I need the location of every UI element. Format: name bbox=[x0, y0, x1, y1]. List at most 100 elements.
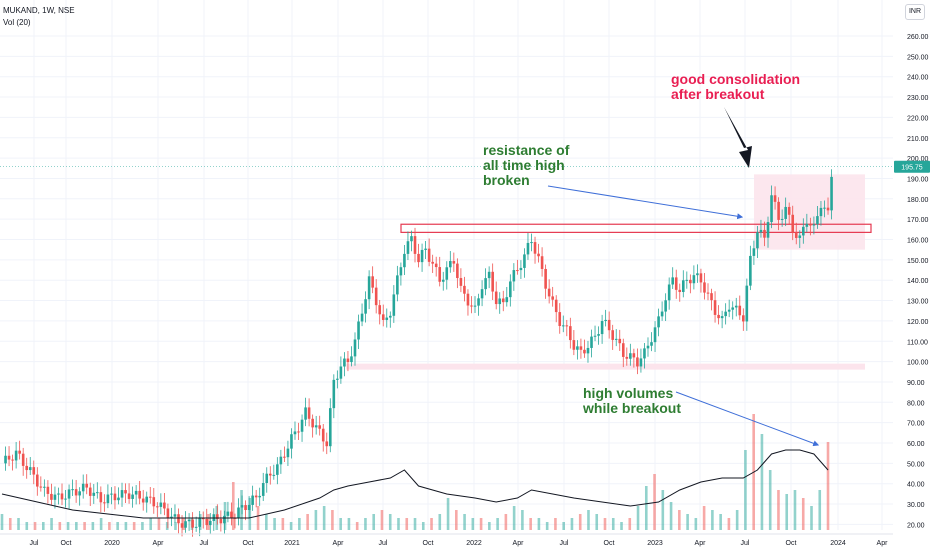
candle-body bbox=[477, 298, 480, 306]
price-tick-label: 90.00 bbox=[907, 380, 925, 387]
volume-bar bbox=[430, 518, 433, 530]
candle-body bbox=[134, 490, 138, 495]
candle-body bbox=[516, 270, 519, 272]
price-tick-label: 70.00 bbox=[907, 421, 925, 428]
candle-body bbox=[720, 316, 724, 319]
volume-bar bbox=[58, 522, 62, 530]
candle-body bbox=[332, 379, 336, 409]
candle-body bbox=[78, 491, 81, 496]
price-tick-label: 130.00 bbox=[907, 299, 929, 306]
candle-body bbox=[32, 467, 36, 475]
candle-body bbox=[64, 498, 67, 500]
candle-body bbox=[286, 448, 290, 458]
candle-body bbox=[685, 279, 689, 281]
candle-body bbox=[251, 495, 254, 505]
candle-body bbox=[50, 493, 53, 500]
candle-body bbox=[346, 358, 350, 363]
candle-body bbox=[667, 284, 671, 301]
candle-body bbox=[360, 313, 364, 322]
candle-body bbox=[417, 253, 420, 263]
time-tick-label: Oct bbox=[786, 540, 797, 547]
volume-bar bbox=[438, 514, 442, 530]
volume-bar bbox=[314, 510, 318, 530]
candle-body bbox=[290, 434, 293, 449]
candle-body bbox=[237, 507, 240, 519]
candle-body bbox=[14, 450, 18, 461]
candle-body bbox=[92, 492, 96, 496]
symbol-title[interactable]: MUKAND, 1W, NSE bbox=[3, 6, 75, 15]
candle-body bbox=[773, 195, 777, 202]
candle-body bbox=[674, 277, 678, 290]
volume-bar bbox=[0, 514, 4, 530]
candle-body bbox=[593, 335, 597, 337]
candle-body bbox=[583, 349, 586, 354]
candle-body bbox=[367, 276, 371, 300]
volume-bar bbox=[496, 518, 499, 530]
volume-bar bbox=[529, 518, 532, 530]
candle-body bbox=[646, 345, 650, 349]
candle-body bbox=[473, 305, 477, 307]
candle-body bbox=[191, 519, 194, 528]
volume-bar bbox=[669, 502, 673, 530]
candle-body bbox=[166, 508, 170, 519]
candle-body bbox=[632, 353, 636, 358]
volume-bar bbox=[281, 518, 285, 530]
candle-body bbox=[304, 407, 307, 420]
candle-body bbox=[283, 456, 286, 458]
candle-body bbox=[537, 253, 540, 257]
time-tick-label: Jul bbox=[741, 540, 750, 547]
candle-body bbox=[205, 518, 209, 526]
volume-bar bbox=[380, 510, 384, 530]
candle-body bbox=[456, 263, 459, 279]
candle-body bbox=[279, 456, 283, 465]
candle-body bbox=[293, 431, 297, 435]
candle-body bbox=[752, 248, 756, 256]
volume-bar bbox=[603, 518, 607, 530]
candle-body bbox=[117, 497, 120, 501]
volume-bar bbox=[108, 522, 111, 530]
candle-body bbox=[484, 278, 487, 290]
volume-bar bbox=[405, 518, 409, 530]
volume-bar bbox=[570, 518, 574, 530]
volume-bar bbox=[644, 486, 648, 530]
candle-body bbox=[43, 486, 46, 488]
candle-body bbox=[378, 305, 382, 315]
price-tick-label: 210.00 bbox=[907, 136, 929, 143]
volume-indicator-label[interactable]: Vol (20) bbox=[3, 18, 31, 27]
volume-bar bbox=[149, 518, 152, 530]
candle-body bbox=[106, 494, 110, 504]
volume-bar bbox=[17, 518, 20, 530]
candle-body bbox=[53, 494, 57, 500]
candle-body bbox=[625, 356, 629, 359]
annotation-consolidation: good consolidation after breakout bbox=[671, 71, 801, 102]
time-tick-label: 2024 bbox=[830, 540, 846, 547]
candle-body bbox=[434, 263, 438, 268]
volume-bar bbox=[512, 506, 516, 530]
currency-badge[interactable]: INR bbox=[905, 4, 925, 20]
volume-bar bbox=[207, 514, 210, 530]
volume-bar bbox=[83, 522, 86, 530]
volume-bar bbox=[578, 514, 582, 530]
candle-body bbox=[124, 490, 127, 494]
candle-body bbox=[325, 441, 329, 447]
candle-body bbox=[71, 489, 74, 491]
volume-bar bbox=[331, 510, 334, 530]
candle-body bbox=[216, 514, 219, 519]
candle-body bbox=[727, 309, 731, 312]
candle-body bbox=[187, 519, 191, 522]
price-tick-label: 230.00 bbox=[907, 95, 929, 102]
candle-body bbox=[103, 502, 106, 504]
candle-body bbox=[643, 348, 646, 359]
candle-body bbox=[784, 206, 787, 219]
volume-bar bbox=[678, 510, 681, 530]
volume-bar bbox=[661, 490, 665, 530]
candle-body bbox=[703, 282, 706, 293]
volume-bar bbox=[99, 518, 103, 530]
volume-bar bbox=[91, 522, 95, 530]
candle-body bbox=[113, 493, 117, 501]
candle-body bbox=[551, 296, 554, 300]
candle-body bbox=[780, 218, 784, 220]
last-price-tag bbox=[894, 160, 930, 173]
candle-body bbox=[343, 358, 346, 367]
